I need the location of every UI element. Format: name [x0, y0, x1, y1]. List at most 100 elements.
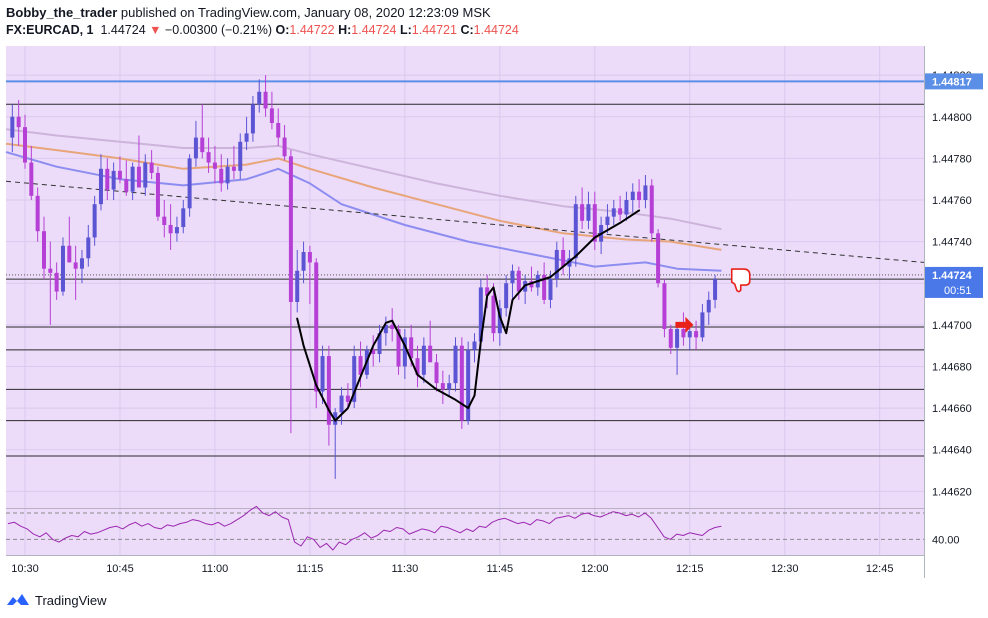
candle-body [48, 268, 53, 273]
time-tick-label: 12:30 [771, 563, 799, 575]
low-label: L: [399, 23, 412, 37]
candle-body [580, 204, 585, 221]
candle-body [510, 270, 515, 284]
candle-body [516, 270, 521, 292]
candle-body [263, 91, 268, 109]
tradingview-logo-icon [7, 594, 29, 605]
candle-body [187, 158, 192, 209]
candle-body [225, 166, 230, 184]
candle-body [73, 262, 78, 269]
price-change: −0.00300 (−0.21%) [165, 23, 273, 37]
time-tick-label: 10:45 [106, 563, 134, 575]
grid [6, 46, 924, 555]
price-tick-label: 1.44780 [932, 153, 972, 165]
candle-body [276, 123, 281, 138]
candle-body [257, 91, 262, 105]
candle-body [592, 204, 597, 242]
main-pane-background [6, 46, 924, 508]
candle-body [16, 116, 21, 128]
author-name[interactable]: Bobby_the_trader [6, 5, 118, 20]
candle-body [86, 237, 91, 259]
symbol-legend: FX:EURCAD, 1 1.44724 ▼ −0.00300 (−0.21%)… [6, 22, 982, 39]
candle-body [421, 345, 426, 375]
brand-name: TradingView [35, 592, 107, 608]
oscillator: 40.00 [6, 505, 960, 551]
drawn-curve [296, 209, 641, 422]
time-axis[interactable]: 10:30 10:45 11:00 11:15 11:30 11:45 12:00 12:15… [11, 563, 893, 575]
down-arrow-icon: ▼ [149, 23, 162, 37]
candle-body [250, 104, 255, 134]
candle-body [41, 231, 46, 269]
moving-average-line [5, 151, 722, 272]
candle-body [466, 349, 471, 421]
candle-body [377, 333, 382, 354]
candle-body [79, 258, 84, 269]
candle-body [326, 356, 331, 425]
candle-body [561, 249, 566, 267]
candle-body [687, 331, 692, 338]
candle-body [149, 162, 154, 173]
candle-body [231, 166, 236, 171]
candle-body [352, 356, 357, 402]
time-tick-label: 11:15 [297, 563, 324, 575]
candle-body [60, 245, 65, 292]
candle-body [472, 341, 477, 350]
candle-body [130, 166, 135, 192]
candle-body [67, 245, 72, 263]
resistance-price-tag [925, 73, 983, 90]
candle-body [637, 191, 642, 200]
moving-average-line [5, 128, 722, 231]
high-value: 1.44724 [351, 23, 397, 37]
candle-body [415, 358, 420, 375]
candle-body [649, 185, 654, 234]
candle-body [396, 329, 401, 367]
candle-body [440, 383, 445, 390]
time-tick-label: 11:30 [391, 563, 418, 575]
candle-body [713, 279, 718, 300]
candle-body [668, 329, 673, 348]
candle-body [542, 274, 547, 300]
moving-average-line [5, 142, 722, 251]
candle-body [662, 283, 667, 330]
candle-body [35, 195, 40, 232]
candle-body [320, 356, 325, 392]
last-price-tag [925, 266, 983, 298]
candle-body [282, 137, 287, 157]
candle-body [10, 116, 15, 138]
candle-body [269, 108, 274, 123]
candle-body [155, 172, 160, 217]
candle-body [554, 249, 559, 280]
time-tick-label: 11:00 [202, 563, 229, 575]
oscillator-line [7, 505, 722, 551]
candle-body [124, 179, 129, 192]
candle-body [295, 270, 300, 302]
price-tick-label: 1.44660 [932, 403, 972, 415]
candle-body [307, 252, 312, 263]
candle-body [333, 412, 338, 425]
candle-body [200, 137, 205, 153]
hand-drawn-path [296, 209, 641, 422]
red-arrow-icon [675, 316, 694, 333]
horizontal-levels [6, 80, 924, 457]
high-label: H: [338, 23, 352, 37]
candle-body [181, 208, 186, 228]
time-tick-label: 11:45 [486, 563, 513, 575]
candle-body [206, 152, 211, 163]
candle-body [162, 216, 167, 225]
oscillator-level-label: 40.00 [932, 534, 960, 546]
candle-body [174, 227, 179, 234]
time-tick-label: 12:15 [676, 563, 704, 575]
candle-body [409, 337, 414, 359]
footer-brand[interactable]: TradingView [6, 590, 107, 610]
candle-body [136, 166, 141, 188]
oscillator-pane-background [6, 509, 924, 555]
candle-body [478, 287, 483, 342]
candle-body [212, 162, 217, 169]
candle-body [143, 162, 148, 188]
price-tags: 1.44817 1.44724 00:51 [925, 73, 983, 298]
candle-body [98, 168, 103, 205]
close-label: C: [460, 23, 474, 37]
symbol-label: FX:EURCAD, 1 [6, 23, 94, 37]
candle-body [193, 137, 198, 159]
